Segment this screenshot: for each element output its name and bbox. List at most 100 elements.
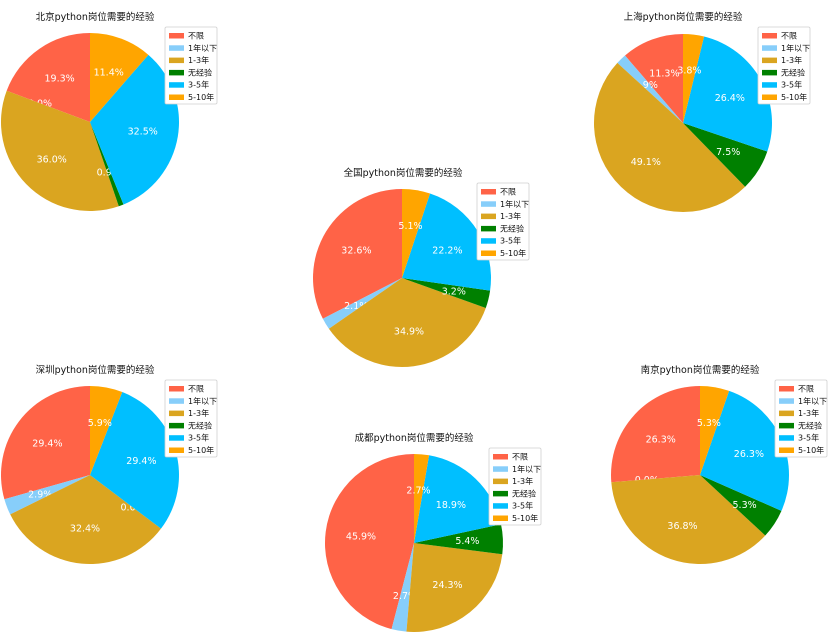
legend-swatch-national-5 (481, 250, 496, 256)
legend-swatch-beijing-3 (169, 69, 184, 76)
chart-title-shenzhen: 深圳python岗位需要的经验 (36, 364, 155, 376)
pie-slice-beijing-4 (90, 54, 180, 205)
pct-label-nanjing-4: 26.3% (734, 449, 764, 460)
legend-label-chengdu-0: 不限 (512, 453, 528, 462)
legend-label-nanjing-0: 不限 (798, 385, 814, 394)
legend-label-shanghai-2: 1-3年 (781, 55, 802, 65)
pct-label-beijing-4: 32.5% (128, 126, 158, 137)
pie-slice-national-0 (312, 189, 402, 319)
pct-label-shanghai-3: 7.5% (716, 147, 740, 158)
pie-slice-chengdu-1 (391, 543, 414, 632)
pie-slice-nanjing-0 (611, 386, 700, 483)
pie-slice-shanghai-2 (593, 62, 746, 213)
legend-label-chengdu-3: 无经验 (512, 488, 536, 498)
pie-slice-nanjing-4 (700, 390, 790, 511)
legend-swatch-shenzhen-0 (169, 386, 184, 392)
legend-swatch-national-1 (481, 201, 496, 207)
pct-label-national-1: 2.1% (344, 301, 368, 312)
legend-swatch-shenzhen-1 (169, 398, 184, 404)
legend-swatch-shanghai-2 (762, 57, 777, 64)
pie-slice-shanghai-4 (683, 36, 772, 152)
pie-slice-chengdu-4 (414, 455, 501, 543)
pie-slice-chengdu-0 (324, 454, 414, 630)
pct-label-shenzhen-2: 32.4% (70, 524, 100, 535)
pie-slice-shanghai-1 (617, 55, 683, 124)
pct-label-beijing-0: 19.3% (45, 74, 75, 85)
legend-label-beijing-5: 5-10年 (188, 92, 214, 102)
legend-swatch-beijing-0 (169, 33, 184, 39)
chart-title-shanghai: 上海python岗位需要的经验 (624, 11, 743, 23)
pie-slice-chengdu-2 (406, 543, 503, 632)
pct-label-national-3: 3.2% (442, 286, 466, 297)
pct-label-shanghai-0: 11.3% (649, 68, 679, 79)
legend-swatch-shenzhen-2 (169, 410, 184, 417)
legend-swatch-shanghai-5 (762, 94, 777, 100)
chart-title-beijing: 北京python岗位需要的经验 (36, 11, 155, 23)
legend-swatch-beijing-1 (169, 45, 184, 51)
legend-swatch-chengdu-0 (493, 454, 508, 460)
legend-label-chengdu-1: 1年以下 (512, 464, 541, 474)
pct-label-shanghai-5: 3.8% (677, 66, 701, 77)
legend-swatch-nanjing-1 (779, 398, 794, 404)
chart-title-nanjing: 南京python岗位需要的经验 (641, 364, 760, 376)
legend-swatch-chengdu-3 (493, 490, 508, 497)
pct-label-nanjing-0: 26.3% (646, 434, 676, 445)
legend-label-beijing-2: 1-3年 (188, 55, 209, 65)
legend-label-nanjing-4: 3-5年 (798, 433, 819, 443)
legend-label-shanghai-4: 3-5年 (781, 80, 802, 90)
legend-swatch-nanjing-2 (779, 410, 794, 417)
legend-swatch-beijing-4 (169, 82, 184, 88)
legend-label-chengdu-4: 3-5年 (512, 501, 533, 511)
pct-label-nanjing-5: 5.3% (697, 418, 721, 429)
pie-slice-chengdu-3 (414, 524, 503, 555)
legend-label-shanghai-0: 不限 (781, 32, 797, 41)
pie-slice-shenzhen-1 (4, 475, 91, 515)
legend-swatch-shanghai-0 (762, 33, 777, 39)
legend-swatch-chengdu-5 (493, 515, 508, 521)
legend-swatch-shanghai-1 (762, 45, 777, 51)
legend-label-shenzhen-3: 无经验 (188, 420, 212, 430)
pct-label-beijing-3: 0.9% (97, 168, 121, 179)
legend-swatch-shanghai-4 (762, 82, 777, 88)
legend-swatch-beijing-2 (169, 57, 184, 64)
legend-swatch-chengdu-4 (493, 503, 508, 509)
legend-swatch-shenzhen-4 (169, 435, 184, 441)
pct-label-shenzhen-4: 29.4% (126, 456, 156, 467)
legend-label-national-0: 不限 (500, 188, 516, 197)
legend-label-beijing-1: 1年以下 (188, 43, 217, 53)
pie-slice-shenzhen-4 (90, 392, 179, 529)
legend-label-national-1: 1年以下 (500, 199, 529, 209)
pct-label-shenzhen-0: 29.4% (32, 438, 62, 449)
pct-label-nanjing-3: 5.3% (733, 500, 757, 511)
legend-swatch-national-3 (481, 225, 496, 232)
pct-label-shenzhen-3: 0.0% (121, 503, 145, 514)
legend-swatch-shenzhen-3 (169, 422, 184, 429)
pie-slice-national-5 (402, 189, 431, 278)
pct-label-shanghai-2: 49.1% (631, 157, 661, 168)
legend-swatch-shenzhen-5 (169, 447, 184, 453)
legend-label-beijing-0: 不限 (188, 32, 204, 41)
pie-slice-shenzhen-0 (1, 386, 90, 500)
legend-label-chengdu-2: 1-3年 (512, 476, 533, 486)
legend-label-shenzhen-0: 不限 (188, 385, 204, 394)
pie-slice-nanjing-3 (700, 475, 782, 536)
pct-label-nanjing-2: 36.8% (667, 521, 697, 532)
legend-label-nanjing-1: 1年以下 (798, 396, 827, 406)
legend-label-national-4: 3-5年 (500, 236, 521, 246)
pie-slice-chengdu-5 (414, 454, 430, 543)
legend-label-shenzhen-4: 3-5年 (188, 433, 209, 443)
pct-label-national-4: 22.2% (432, 245, 462, 256)
pie-slice-shenzhen-2 (10, 475, 162, 564)
pie-slice-shenzhen-5 (90, 386, 123, 475)
chart-title-national: 全国python岗位需要的经验 (344, 167, 463, 179)
pct-label-chengdu-0: 45.9% (346, 532, 376, 543)
pie-slice-shanghai-3 (683, 123, 768, 187)
legend-swatch-national-2 (481, 213, 496, 220)
pct-label-shenzhen-1: 2.9% (28, 490, 52, 501)
pie-slice-nanjing-5 (700, 386, 730, 475)
pct-label-beijing-2: 36.0% (37, 155, 67, 166)
